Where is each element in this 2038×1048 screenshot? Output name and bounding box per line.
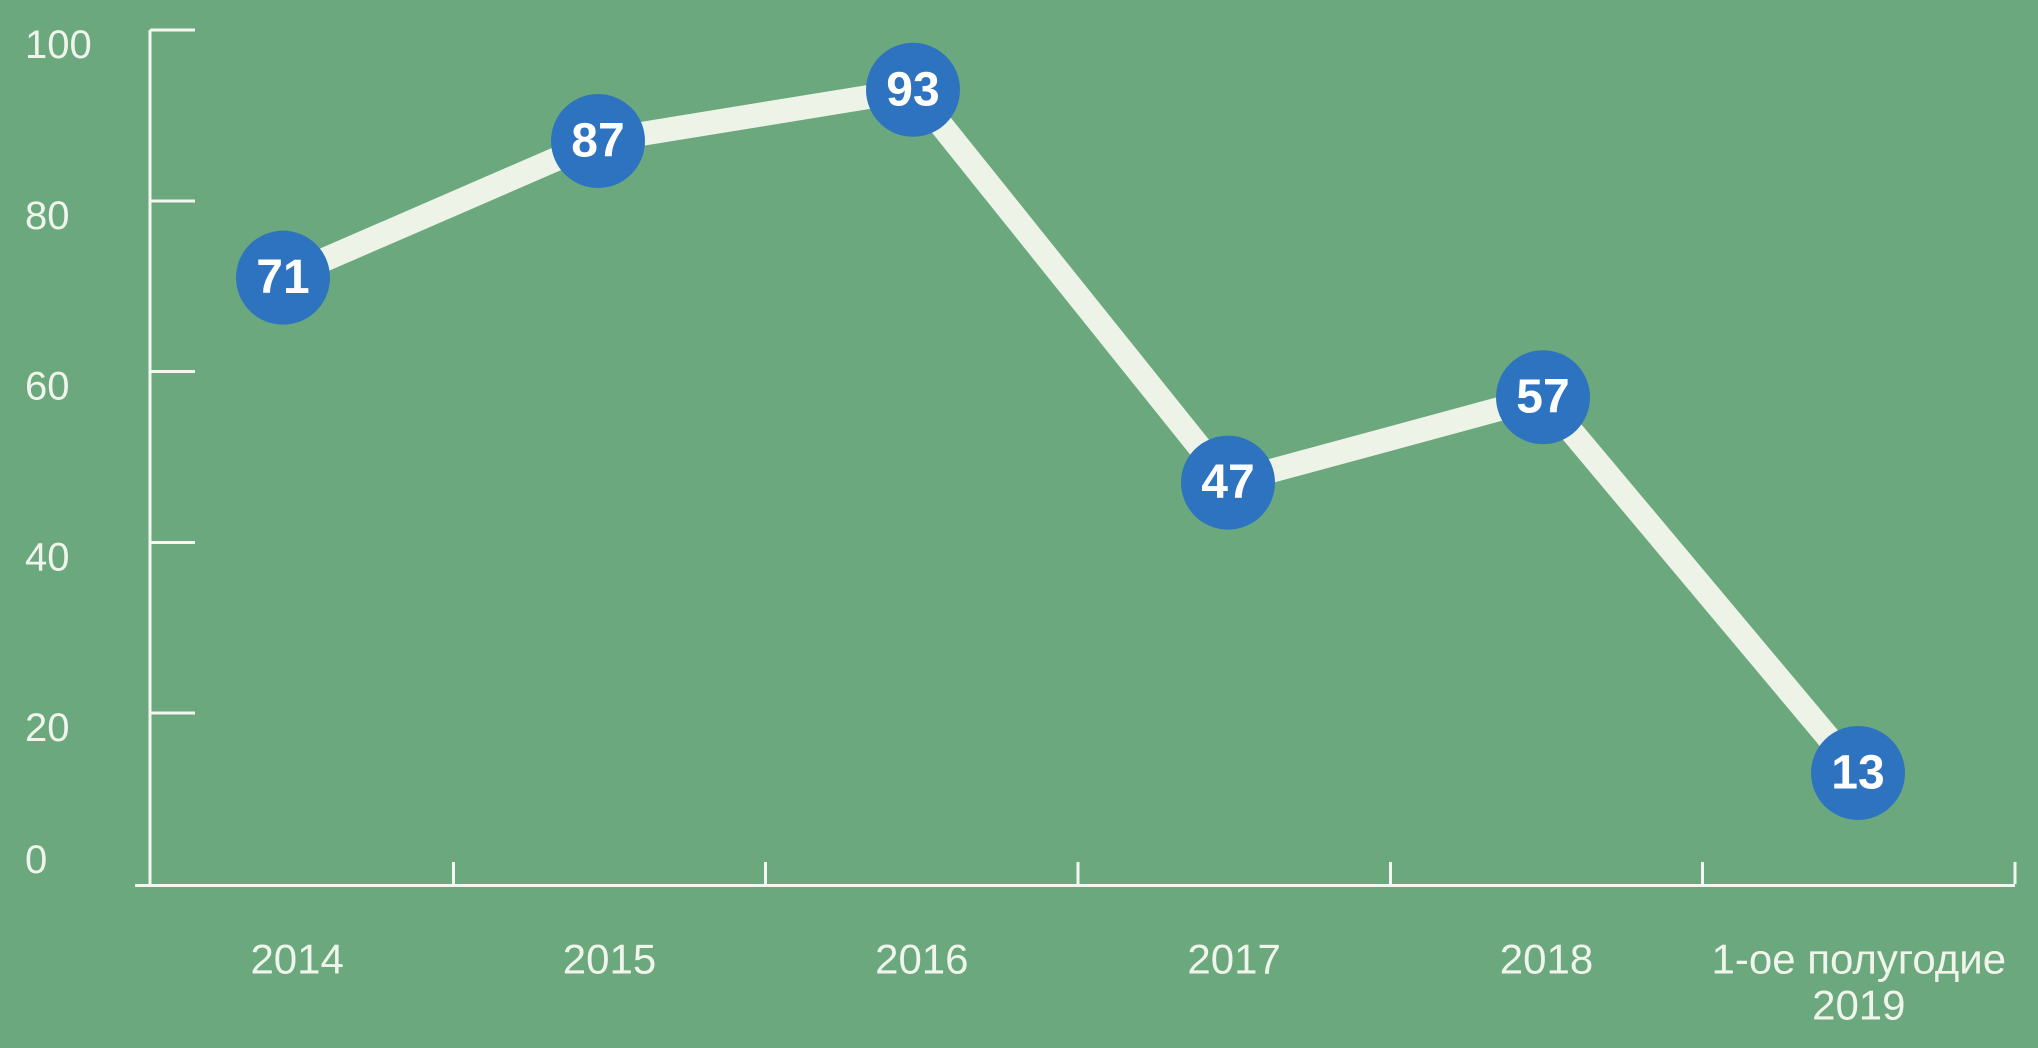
x-axis-category-label: 2015 (563, 936, 656, 983)
data-series-line (278, 77, 1868, 781)
data-point-marker (1811, 725, 1905, 820)
data-point-marker (1496, 350, 1590, 445)
x-axis-category-label: 2019 (1812, 982, 1905, 1029)
y-axis-tick-label: 20 (25, 706, 70, 750)
data-point-value-label: 57 (1516, 371, 1569, 424)
data-point-marker (866, 42, 960, 137)
data-point-marker (551, 94, 645, 189)
x-axis-category-label: 1-ое полугодие (1712, 936, 2007, 983)
data-point-value-label: 87 (571, 115, 624, 168)
data-point-marker (1181, 435, 1275, 530)
y-axis-tick-label: 40 (25, 535, 70, 579)
data-point-value-label: 13 (1831, 746, 1884, 799)
x-axis-category-label: 2017 (1187, 936, 1280, 983)
y-axis-tick-label: 80 (25, 194, 70, 238)
data-point-value-label: 71 (256, 251, 309, 304)
x-axis-category-label: 2014 (250, 936, 343, 983)
y-axis-tick-label: 0 (25, 838, 47, 882)
data-point-value-label: 93 (886, 63, 939, 116)
y-axis-tick-label: 60 (25, 365, 70, 409)
data-point-marker (236, 230, 330, 325)
y-axis-tick-label: 100 (25, 23, 92, 67)
x-axis-category-label: 2018 (1500, 936, 1593, 983)
data-point-value-label: 47 (1201, 456, 1254, 509)
x-axis-category-label: 2016 (875, 936, 968, 983)
